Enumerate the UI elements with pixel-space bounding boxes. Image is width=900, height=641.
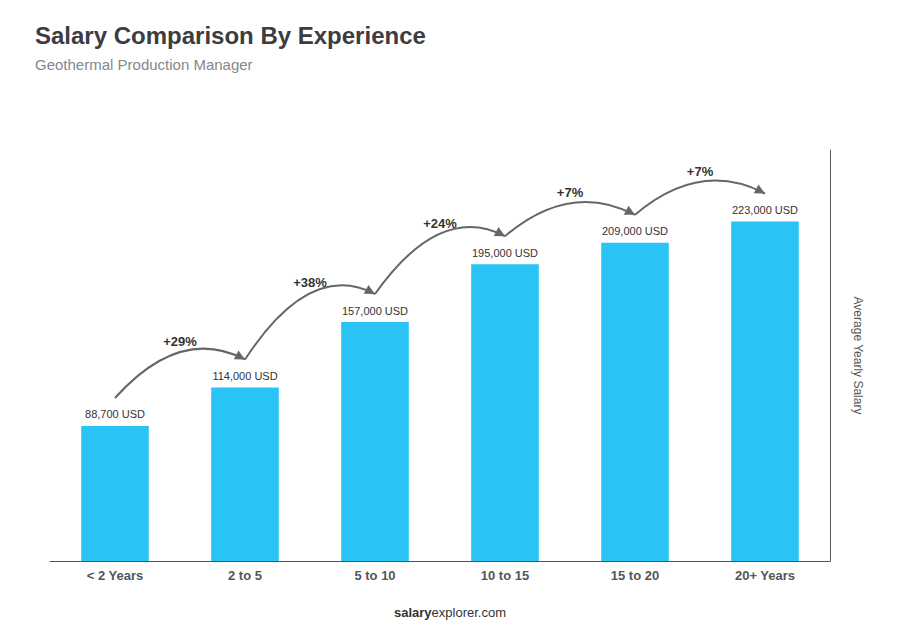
svg-text:Geothermal Production Manager: Geothermal Production Manager xyxy=(35,56,253,73)
svg-text:5 to 10: 5 to 10 xyxy=(354,568,395,583)
svg-text:10 to 15: 10 to 15 xyxy=(481,568,529,583)
svg-text:explorer.com: explorer.com xyxy=(432,605,506,620)
svg-text:Average Yearly Salary: Average Yearly Salary xyxy=(851,297,865,415)
svg-text:Salary Comparison By Experienc: Salary Comparison By Experience xyxy=(35,22,426,49)
svg-text:20+ Years: 20+ Years xyxy=(735,568,795,583)
svg-text:15 to 20: 15 to 20 xyxy=(611,568,659,583)
svg-text:88,700 USD: 88,700 USD xyxy=(85,408,145,420)
svg-text:+7%: +7% xyxy=(687,164,714,179)
svg-text:2 to 5: 2 to 5 xyxy=(228,568,262,583)
svg-text:salary: salary xyxy=(394,605,432,620)
svg-text:209,000 USD: 209,000 USD xyxy=(602,225,668,237)
svg-text:114,000 USD: 114,000 USD xyxy=(212,370,277,382)
svg-text:223,000 USD: 223,000 USD xyxy=(732,204,798,216)
svg-text:+24%: +24% xyxy=(423,216,457,231)
svg-text:+38%: +38% xyxy=(293,275,327,290)
svg-text:< 2 Years: < 2 Years xyxy=(87,568,144,583)
svg-text:+29%: +29% xyxy=(163,334,197,349)
svg-text:157,000 USD: 157,000 USD xyxy=(342,305,408,317)
svg-text:195,000 USD: 195,000 USD xyxy=(472,247,538,259)
svg-text:+7%: +7% xyxy=(557,185,584,200)
